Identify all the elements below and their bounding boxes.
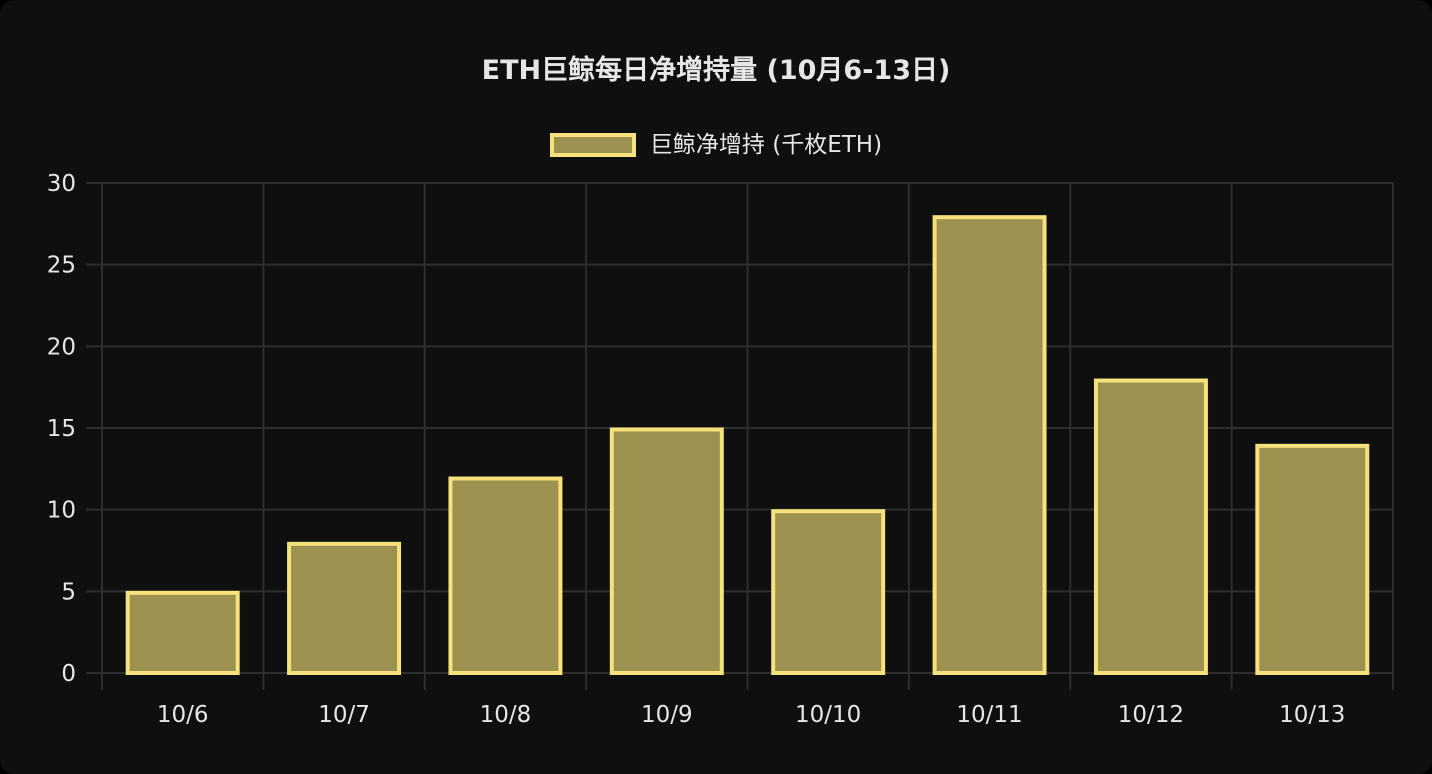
y-tick-label: 30 bbox=[47, 171, 76, 197]
x-tick-label: 10/11 bbox=[956, 702, 1022, 728]
y-tick-label: 25 bbox=[47, 253, 76, 279]
chart-title: ETH巨鲸每日净增持量 (10月6-13日) bbox=[481, 55, 951, 86]
x-tick-label: 10/10 bbox=[795, 702, 861, 728]
bar bbox=[125, 590, 240, 675]
bars bbox=[125, 215, 1370, 676]
x-tick-label: 10/7 bbox=[318, 702, 370, 728]
y-tick-label: 0 bbox=[61, 661, 76, 687]
y-tick-label: 10 bbox=[47, 498, 76, 524]
legend-label: 巨鲸净增持 (千枚ETH) bbox=[649, 132, 883, 158]
x-tick-label: 10/6 bbox=[157, 702, 209, 728]
x-axis: 10/6 10/7 10/8 10/9 10/10 10/11 10/12 10/13 bbox=[157, 702, 1346, 728]
x-tick-label: 10/8 bbox=[480, 702, 532, 728]
y-axis: 0 5 10 15 20 25 30 bbox=[47, 171, 76, 687]
bar bbox=[1255, 443, 1370, 676]
y-tick-label: 15 bbox=[47, 416, 76, 442]
bar bbox=[1093, 378, 1208, 675]
x-tick-label: 10/12 bbox=[1118, 702, 1184, 728]
bar bbox=[771, 509, 886, 675]
y-tick-label: 20 bbox=[47, 334, 76, 360]
bar bbox=[932, 215, 1047, 676]
x-tick-label: 10/13 bbox=[1279, 702, 1345, 728]
bar bbox=[448, 476, 563, 675]
bar bbox=[287, 541, 402, 675]
bar bbox=[609, 427, 724, 675]
x-tick-label: 10/9 bbox=[641, 702, 693, 728]
legend[interactable]: 巨鲸净增持 (千枚ETH) bbox=[0, 130, 1432, 160]
y-tick-label: 5 bbox=[61, 579, 76, 605]
legend-swatch bbox=[549, 133, 636, 157]
